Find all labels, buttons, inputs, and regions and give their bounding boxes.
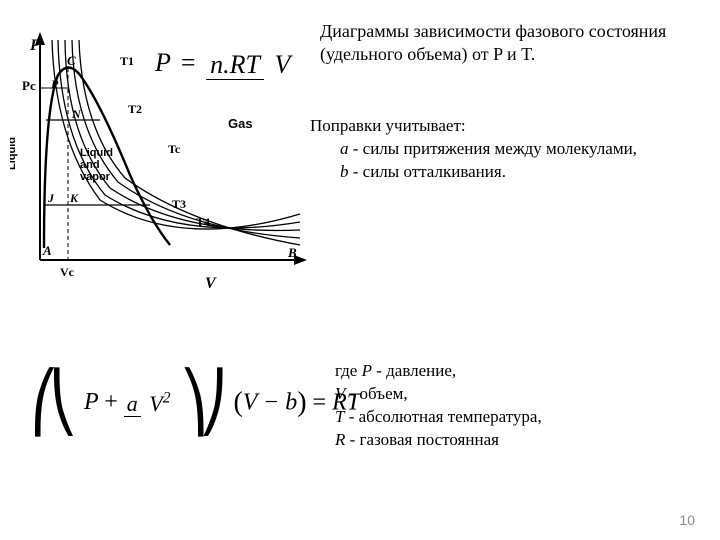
svg-text:Tc: Tc xyxy=(168,142,181,156)
svg-text:A: A xyxy=(42,243,52,258)
svg-text:P: P xyxy=(51,77,59,91)
svg-text:P: P xyxy=(29,37,40,54)
svg-text:T4: T4 xyxy=(196,215,210,229)
corrections-intro: Поправки учитывает: xyxy=(310,115,705,138)
van-der-waals-formula: ⎛⎝ P + a V2 ⎞⎠ (V − b) = RT xyxy=(30,380,360,426)
svg-text:Liquid: Liquid xyxy=(80,147,113,159)
svg-text:Liquid: Liquid xyxy=(10,137,18,170)
corrections-block: Поправки учитывает: a a - силы притяжени… xyxy=(310,115,705,184)
svg-text:T1: T1 xyxy=(120,54,134,68)
svg-text:N: N xyxy=(71,107,82,121)
svg-text:T3: T3 xyxy=(172,197,186,211)
svg-text:Pc: Pc xyxy=(22,78,36,93)
svg-text:B: B xyxy=(287,245,297,260)
svg-text:C: C xyxy=(67,53,76,68)
svg-text:K: K xyxy=(69,191,79,205)
ideal-gas-formula: P = n.RT V xyxy=(155,48,294,80)
svg-text:and: and xyxy=(80,159,100,171)
svg-text:Vc: Vc xyxy=(60,265,75,279)
where-block: где P - давление, V - объем, T - абсолют… xyxy=(335,360,542,452)
svg-text:V: V xyxy=(205,275,217,290)
page-number: 10 xyxy=(679,512,695,528)
title-text: Диаграммы зависимости фазового состояния… xyxy=(320,20,700,67)
svg-text:T2: T2 xyxy=(128,102,142,116)
svg-text:Gas: Gas xyxy=(228,116,253,131)
svg-text:J: J xyxy=(47,191,55,205)
svg-text:vapor: vapor xyxy=(80,171,111,183)
